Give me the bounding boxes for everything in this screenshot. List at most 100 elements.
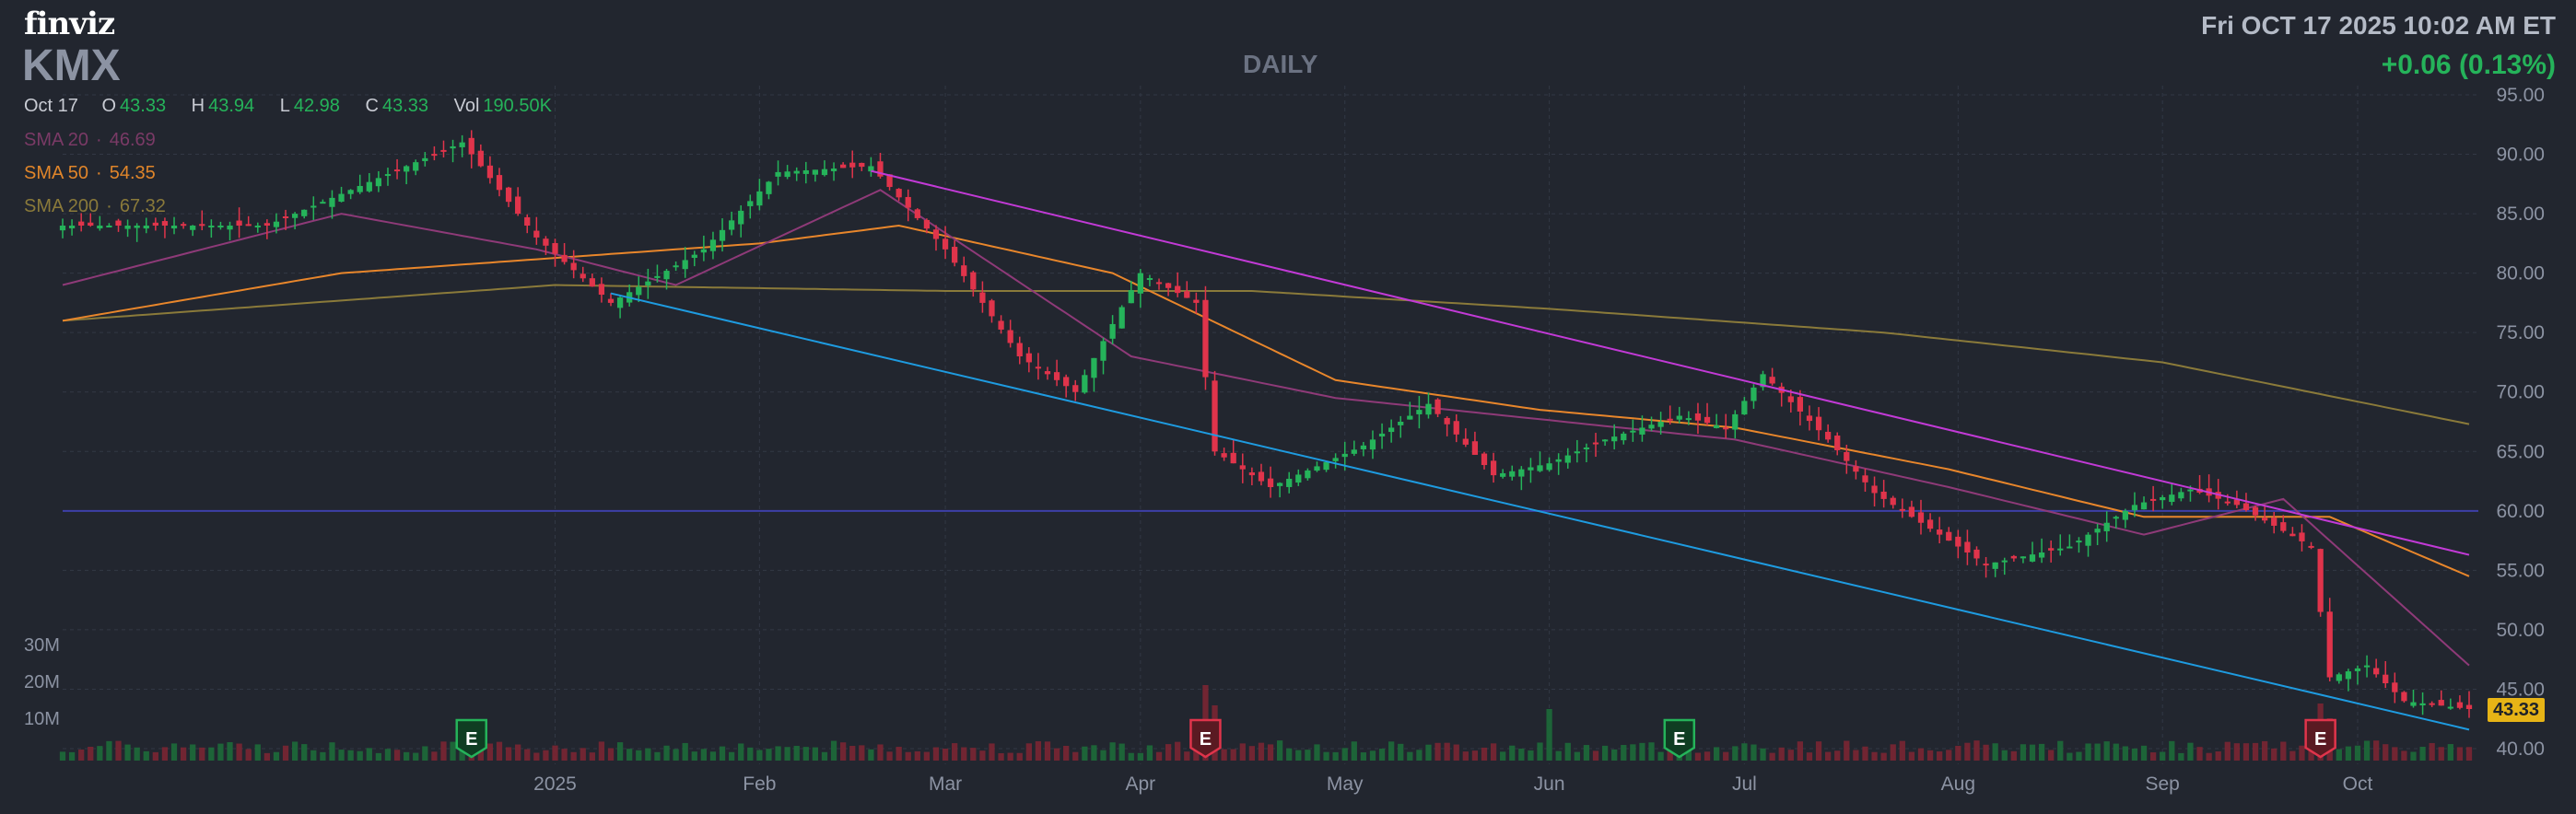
candle-body bbox=[1797, 397, 1804, 412]
month-label: May bbox=[1327, 773, 1364, 795]
candle-body bbox=[440, 149, 447, 152]
volume-bar bbox=[709, 751, 717, 761]
candle-body bbox=[291, 214, 299, 218]
volume-bar bbox=[1091, 745, 1097, 761]
volume-bar bbox=[1880, 752, 1887, 761]
candle-body bbox=[1926, 519, 1934, 529]
volume-bar bbox=[1983, 744, 1989, 761]
candle-body bbox=[2429, 703, 2435, 705]
volume-bar bbox=[505, 747, 512, 761]
earnings-badge bbox=[1663, 718, 1696, 759]
volume-bar bbox=[301, 744, 308, 761]
volume-bar bbox=[1844, 740, 1850, 761]
sma20-separator: · bbox=[96, 130, 102, 150]
earnings-badge bbox=[1189, 718, 1222, 759]
candle-body bbox=[2001, 560, 2008, 563]
volume-bar bbox=[2187, 742, 2194, 761]
volume-bar bbox=[756, 750, 763, 761]
candle-body bbox=[496, 175, 503, 191]
volume-bar bbox=[616, 742, 624, 761]
candle-body bbox=[914, 209, 920, 218]
volume-bar bbox=[1741, 743, 1748, 761]
volume-bar bbox=[2067, 752, 2073, 761]
volume-bar bbox=[88, 747, 94, 761]
candle-body bbox=[2308, 545, 2314, 548]
candle-body bbox=[254, 226, 261, 227]
candle-body bbox=[1434, 399, 1441, 414]
volume-bar bbox=[2242, 743, 2250, 761]
volume-bar bbox=[366, 748, 372, 761]
volume-bar bbox=[2392, 747, 2398, 761]
candle-body bbox=[1202, 299, 1209, 378]
volume-bar bbox=[2252, 742, 2259, 761]
candle-body bbox=[1230, 452, 1236, 464]
volume-bar bbox=[254, 744, 261, 761]
earnings-marker[interactable]: E bbox=[2304, 718, 2336, 759]
open-label: O bbox=[101, 96, 117, 116]
volume-bar bbox=[273, 751, 280, 761]
candle-body bbox=[932, 229, 940, 239]
candle-body bbox=[709, 239, 717, 251]
volume-bar bbox=[263, 752, 270, 761]
candle-body bbox=[282, 215, 289, 218]
price-tick-label: 90.00 bbox=[2496, 145, 2545, 166]
candle-body bbox=[2410, 702, 2417, 706]
candle-body bbox=[1648, 424, 1655, 429]
candle-body bbox=[1258, 471, 1265, 482]
candle-body bbox=[1862, 475, 1868, 483]
volume-bar bbox=[1946, 750, 1952, 761]
candle-body bbox=[1109, 323, 1116, 339]
earnings-marker[interactable]: E bbox=[455, 718, 487, 759]
candle-body bbox=[2131, 505, 2138, 511]
candle-body bbox=[1621, 433, 1627, 441]
candle-body bbox=[217, 226, 224, 227]
finviz-logo[interactable]: finviz bbox=[24, 6, 115, 42]
candle-body bbox=[570, 262, 577, 271]
earnings-letter: E bbox=[2314, 729, 2326, 750]
volume-bar bbox=[320, 751, 326, 761]
candle-body bbox=[756, 191, 763, 206]
candle-body bbox=[989, 300, 995, 317]
volume-bar bbox=[1518, 749, 1525, 761]
volume-bar bbox=[2465, 747, 2473, 761]
volume-bar bbox=[1704, 751, 1711, 761]
sma50-legend[interactable]: SMA 50 · 54.35 bbox=[24, 163, 156, 184]
sma20-legend[interactable]: SMA 20 · 46.69 bbox=[24, 130, 156, 151]
volume-bar bbox=[1908, 751, 1915, 761]
earnings-badge bbox=[2304, 718, 2336, 759]
candle-body bbox=[533, 230, 540, 238]
candle-body bbox=[190, 226, 196, 230]
ohlc-readout: Oct 17 O 43.33 H 43.94 L 42.98 C 43.33 Vol 19… bbox=[24, 96, 572, 117]
candle-body bbox=[1007, 330, 1013, 343]
volume-bar bbox=[450, 741, 456, 761]
candle-body bbox=[636, 286, 642, 296]
price-tick-label: 80.00 bbox=[2496, 263, 2545, 285]
volume-bar bbox=[1416, 750, 1423, 761]
candle-body bbox=[1305, 470, 1311, 479]
candle-body bbox=[2363, 665, 2371, 668]
volume-bar bbox=[1360, 752, 1367, 761]
candle-body bbox=[1369, 439, 1376, 450]
sma200-legend[interactable]: SMA 200 · 67.32 bbox=[24, 196, 166, 217]
volume-bar bbox=[840, 742, 847, 761]
candle-body bbox=[2122, 510, 2128, 520]
candle-body bbox=[393, 169, 401, 172]
volume-bar bbox=[961, 747, 967, 761]
volume-bar bbox=[1890, 744, 1896, 761]
volume-bar bbox=[2280, 741, 2287, 761]
candle-body bbox=[1462, 438, 1469, 445]
candle-body bbox=[1128, 290, 1134, 304]
volume-bar bbox=[784, 747, 790, 761]
timeframe-label[interactable]: DAILY bbox=[1243, 50, 1318, 78]
price-tick-label: 55.00 bbox=[2496, 560, 2545, 581]
month-label: Jun bbox=[1534, 773, 1565, 795]
candle-body bbox=[468, 137, 474, 155]
candle-body bbox=[227, 226, 233, 230]
volume-bar bbox=[217, 743, 224, 761]
price-axis: 95.00 90.00 85.00 80.00 75.00 70.00 65.00 60.00… bbox=[2496, 85, 2545, 760]
candle-body bbox=[1471, 441, 1479, 455]
ticker-symbol: KMX bbox=[22, 41, 121, 90]
earnings-marker[interactable]: E bbox=[1189, 718, 1222, 759]
earnings-marker[interactable]: E bbox=[1663, 718, 1696, 759]
